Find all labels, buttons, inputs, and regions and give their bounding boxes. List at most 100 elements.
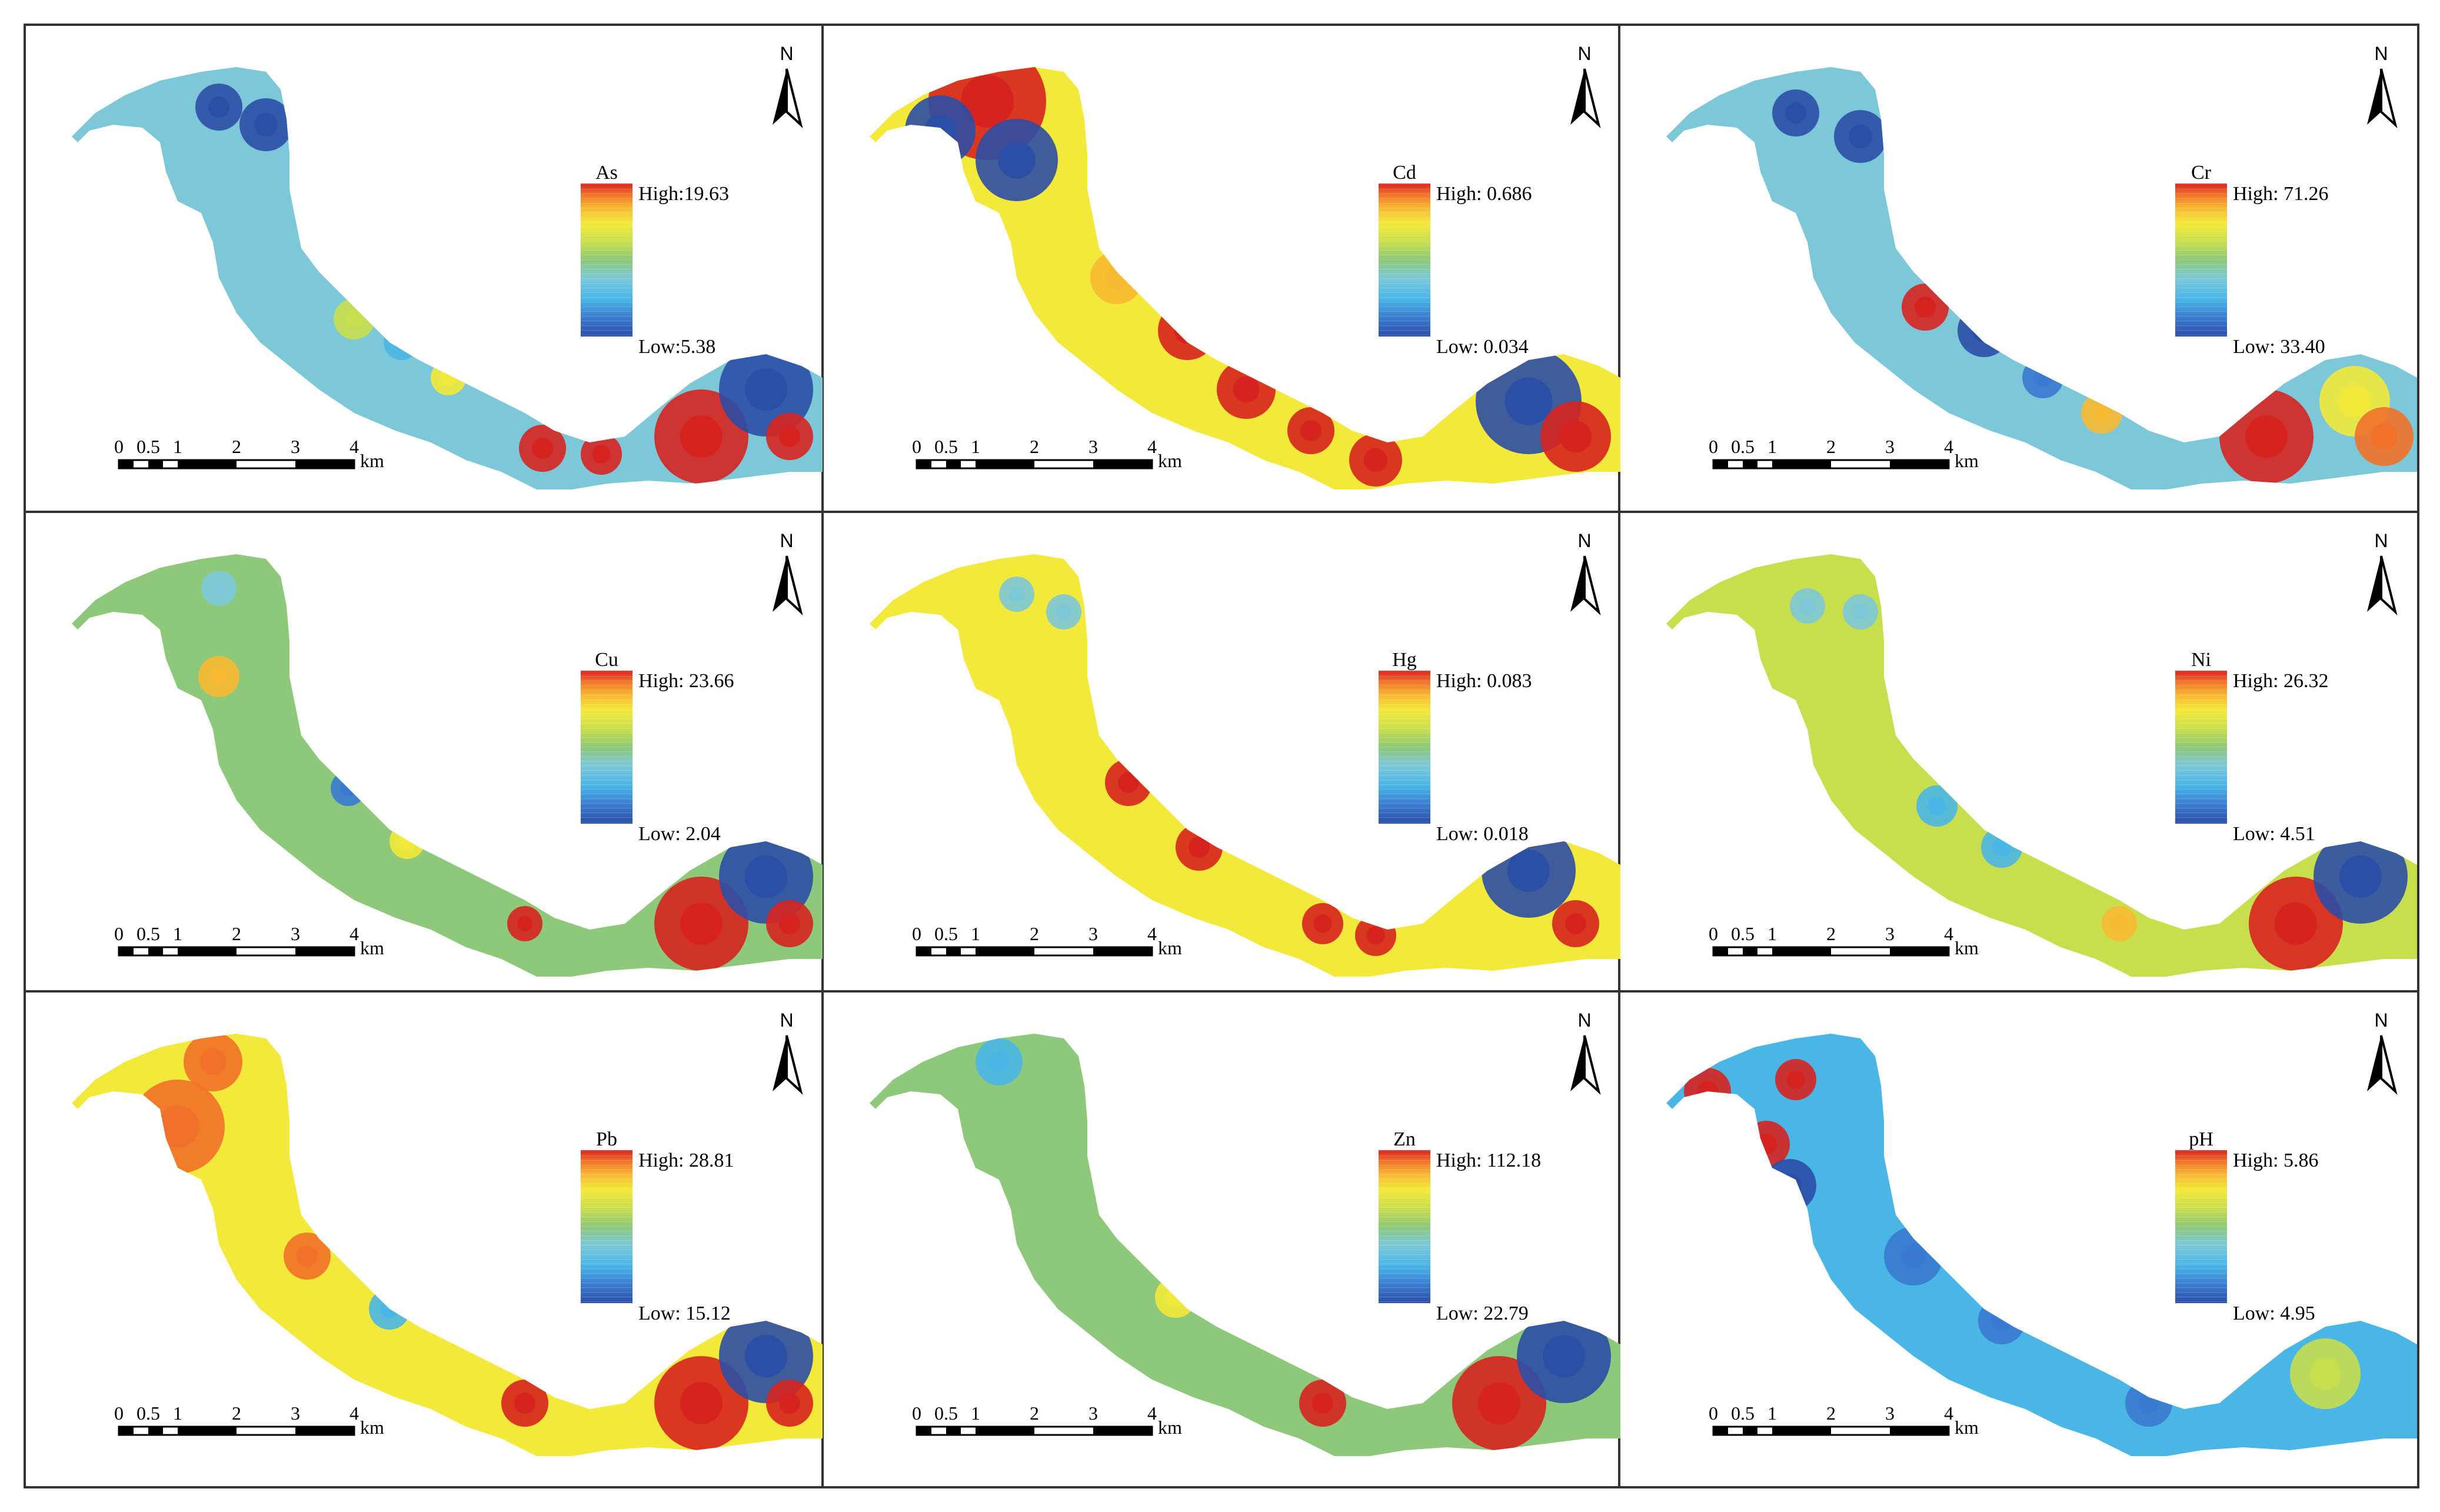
scale-unit: km [360, 937, 384, 958]
scale-tick-label: 0.5 [934, 1403, 958, 1424]
hotspot-core [745, 368, 787, 411]
hotspot-core [961, 75, 1014, 128]
legend-banding [2175, 1150, 2227, 1303]
north-label: N [1577, 530, 1591, 551]
scale-bar: 0 0.5 1 2 3 4km [114, 1403, 384, 1438]
scale-tick-label: 0.5 [934, 436, 958, 457]
hotspot-core [209, 667, 228, 686]
north-label: N [2374, 530, 2388, 551]
hotspot-core [2138, 1393, 2159, 1414]
hotspot [905, 95, 976, 166]
panel-Cr: Cr High: 71.26 Low: 33.40 N 0 0.5 1 2 3 4km [1666, 43, 2417, 489]
north-label: N [780, 43, 793, 64]
north-arrow-icon: N [773, 43, 803, 128]
scale-tick-label: 3 [291, 1403, 300, 1424]
scale-tick-label: 4 [1147, 1403, 1157, 1424]
hotspot-core [1848, 124, 1873, 149]
scale-tick-label: 3 [1885, 923, 1895, 944]
scale-tick-label: 3 [1885, 436, 1895, 457]
hotspot-core [1992, 838, 2011, 857]
scale-tick-label: 0 [912, 923, 921, 944]
hotspot-core [1756, 1134, 1777, 1155]
scale-tick-label: 0 [1709, 1403, 1718, 1424]
hotspot-core [254, 112, 278, 137]
hotspot-core [1366, 926, 1385, 945]
scale-tick-label: 1 [173, 436, 182, 457]
hotspot-core [208, 96, 229, 118]
legend-title: Ni [2191, 649, 2211, 671]
hotspot-core [2275, 902, 2317, 945]
north-arrow-icon: N [1570, 530, 1601, 615]
hotspot-core [1991, 1310, 2012, 1331]
hotspot-core [1852, 604, 1869, 620]
hotspot-core [1785, 102, 1806, 124]
hotspot-core [745, 1335, 787, 1377]
scale-tick-label: 0 [114, 923, 124, 944]
hotspot-core [592, 445, 611, 464]
hotspot-core [211, 580, 227, 597]
north-label: N [2374, 43, 2388, 64]
legend-high: High: 112.18 [1436, 1150, 1541, 1171]
legend-banding [2175, 184, 2227, 337]
legend-high: High:19.63 [638, 183, 729, 205]
legend: Hg High: 0.083 Low: 0.018 [1379, 649, 1532, 845]
scale-tick-label: 2 [232, 436, 241, 457]
scale-tick-label: 1 [173, 923, 182, 944]
legend-banding [1379, 1150, 1430, 1303]
hotspot-core [1697, 1081, 1718, 1102]
scale-tick-label: 2 [1826, 436, 1836, 457]
hotspot-core [680, 1382, 723, 1424]
scale-tick-label: 4 [349, 923, 359, 944]
hotspot-core [399, 833, 415, 850]
hotspot-core [1543, 1335, 1585, 1377]
legend-high: High: 23.66 [638, 670, 734, 692]
legend-high: High: 28.81 [638, 1150, 734, 1171]
legend-title: Cr [2191, 162, 2212, 184]
legend-title: Hg [1392, 649, 1417, 671]
panel-Zn: Zn High: 112.18 Low: 22.79 N 0 0.5 1 2 3 4km [870, 1010, 1620, 1456]
hotspot-core [1061, 1089, 1078, 1105]
legend-low: Low: 33.40 [2233, 336, 2325, 358]
scale-bar: 0 0.5 1 2 3 4km [1709, 923, 1979, 958]
north-label: N [780, 1010, 793, 1031]
scale-tick-label: 1 [1767, 1403, 1777, 1424]
hotspot [1763, 1159, 1816, 1212]
hotspot [1958, 304, 2010, 357]
panel-pH: pH High: 5.86 Low: 4.95 N 0 0.5 1 2 3 4km [1666, 1010, 2417, 1456]
legend-high: High: 0.686 [1436, 183, 1532, 205]
scale-bar: 0 0.5 1 2 3 4km [1709, 1403, 1979, 1438]
hotspot-core [1786, 1070, 1805, 1089]
scale-tick-label: 0.5 [1731, 1403, 1755, 1424]
scale-tick-label: 0.5 [1731, 436, 1755, 457]
scale-unit: km [1158, 450, 1182, 471]
panel-Pb: Pb High: 28.81 Low: 15.12 N 0 0.5 1 2 3 4km [72, 1010, 823, 1456]
panel-Hg: Hg High: 0.083 Low: 0.018 N 0 0.5 1 2 3 4km [870, 530, 1620, 977]
scale-tick-label: 0 [912, 1403, 921, 1424]
legend-low: Low: 22.79 [1436, 1303, 1529, 1324]
hotspot-core [1928, 797, 1946, 815]
legend-banding [581, 671, 633, 824]
legend-high: High: 5.86 [2233, 1150, 2318, 1171]
scale-tick-label: 3 [291, 923, 300, 944]
legend-title: Cu [595, 649, 618, 671]
hotspot-core [2339, 855, 2382, 898]
hotspot-core [1313, 914, 1332, 933]
scale-tick-label: 4 [1944, 436, 1953, 457]
scale-tick-label: 1 [1767, 436, 1777, 457]
scale-tick-label: 4 [1944, 923, 1953, 944]
hotspot-core [988, 1051, 1010, 1073]
north-label: N [1577, 43, 1591, 64]
scale-tick-label: 1 [173, 1403, 182, 1424]
hotspot-core [2111, 915, 2128, 932]
north-label: N [780, 530, 793, 551]
legend-low: Low: 15.12 [638, 1303, 731, 1324]
scale-tick-label: 0.5 [1731, 923, 1755, 944]
scale-tick-label: 2 [232, 923, 241, 944]
scale-tick-label: 0 [1709, 923, 1718, 944]
panel-Ni: Ni High: 26.32 Low: 4.51 N 0 0.5 1 2 3 4km [1666, 530, 2417, 977]
legend-title: Cd [1393, 162, 1416, 184]
hotspot-core [1565, 913, 1586, 934]
hotspot-core [340, 780, 357, 797]
hotspot-core [297, 1245, 318, 1267]
